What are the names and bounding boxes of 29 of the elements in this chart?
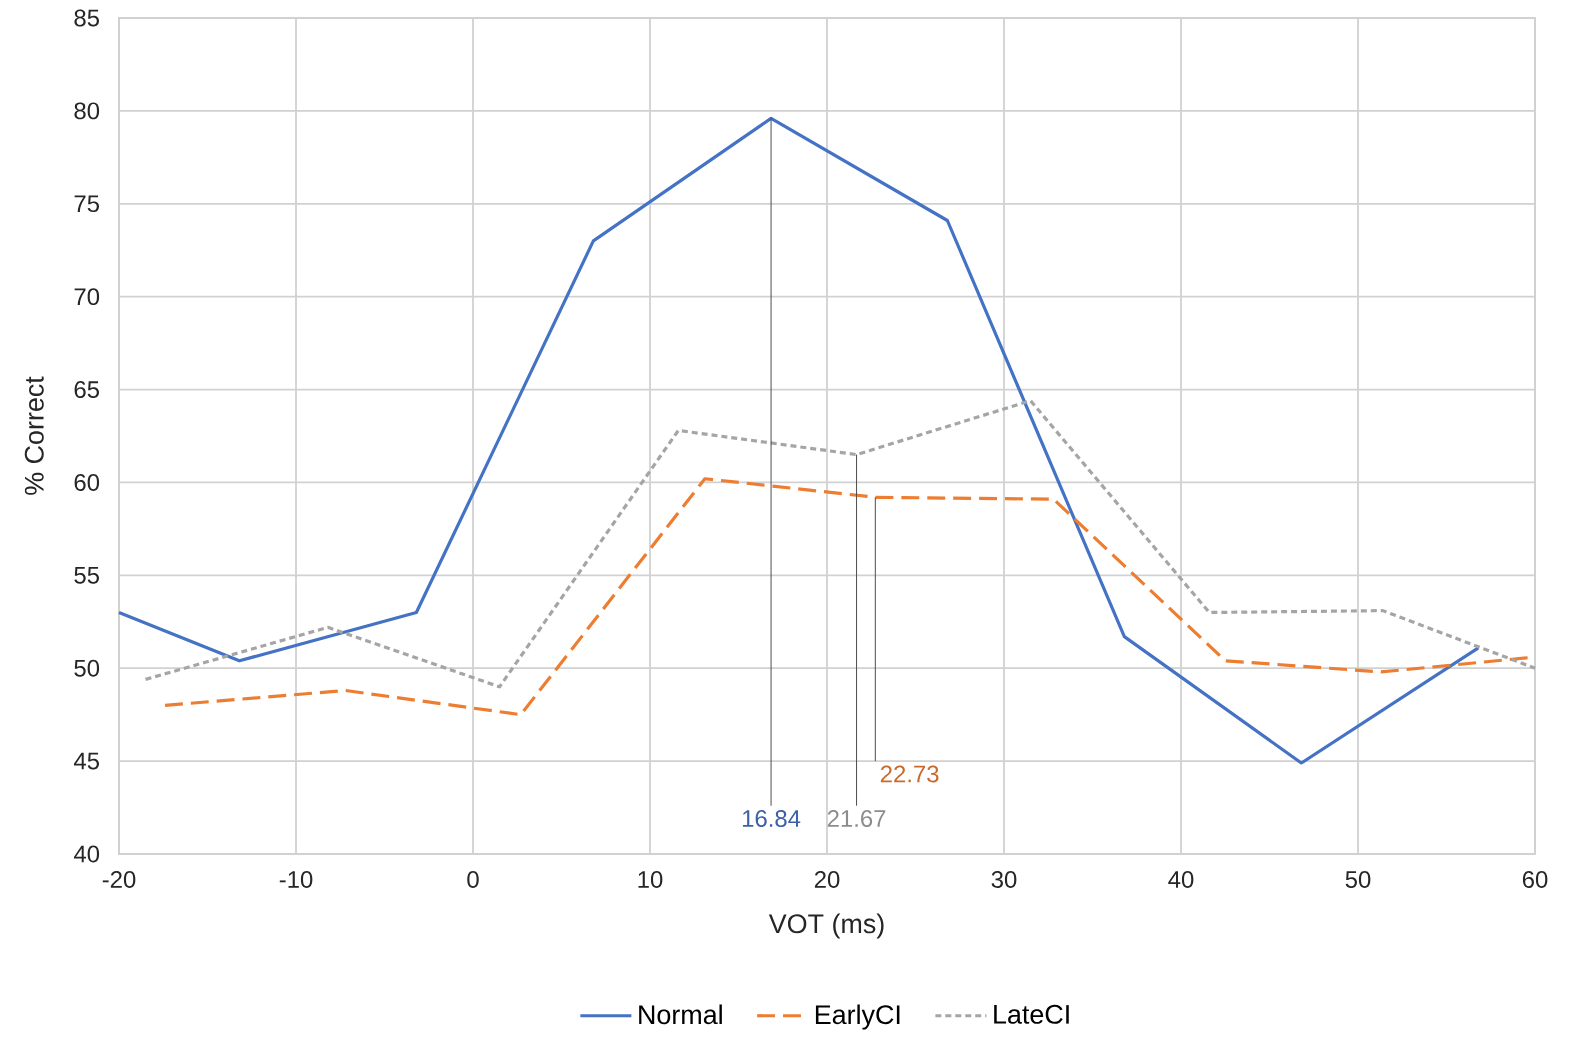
y-tick-label: 45 — [73, 752, 99, 770]
y-tick-label: 65 — [74, 381, 99, 398]
x-tick-label: 10 — [638, 871, 663, 888]
y-tick-label: 85 — [74, 9, 99, 27]
y-tick-label: 55 — [74, 567, 99, 584]
annotation: 22.73 — [880, 765, 939, 783]
y-tick-label: 70 — [74, 288, 100, 306]
line-series — [143, 399, 1537, 689]
annotation: 16.84 — [742, 810, 801, 827]
y-tick-label: 40 — [73, 845, 100, 863]
x-tick-label: 60 — [1522, 871, 1548, 888]
x-tick-label: -10 — [279, 871, 313, 888]
y-tick-label: 50 — [74, 659, 100, 677]
annotation: 21.67 — [827, 810, 886, 827]
y-axis-title: % Correct — [24, 376, 44, 495]
y-tick-label: 80 — [74, 102, 100, 120]
x-tick-label: 40 — [1168, 871, 1194, 888]
x-tick-label: -20 — [102, 871, 136, 888]
legend-label: LateCI — [994, 1004, 1069, 1024]
x-tick-label: 0 — [467, 871, 479, 888]
y-tick-label: 60 — [74, 473, 100, 491]
legend-label: EarlyCI — [815, 1004, 900, 1030]
x-tick-label: 20 — [814, 871, 840, 888]
y-tick-label: 75 — [74, 195, 99, 213]
x-tick-label: 30 — [991, 871, 1017, 888]
line-series — [117, 116, 1480, 765]
legend-label: Normal — [639, 1004, 722, 1025]
x-tick-label: 50 — [1345, 871, 1371, 888]
x-axis-title: VOT (ms) — [768, 913, 884, 939]
